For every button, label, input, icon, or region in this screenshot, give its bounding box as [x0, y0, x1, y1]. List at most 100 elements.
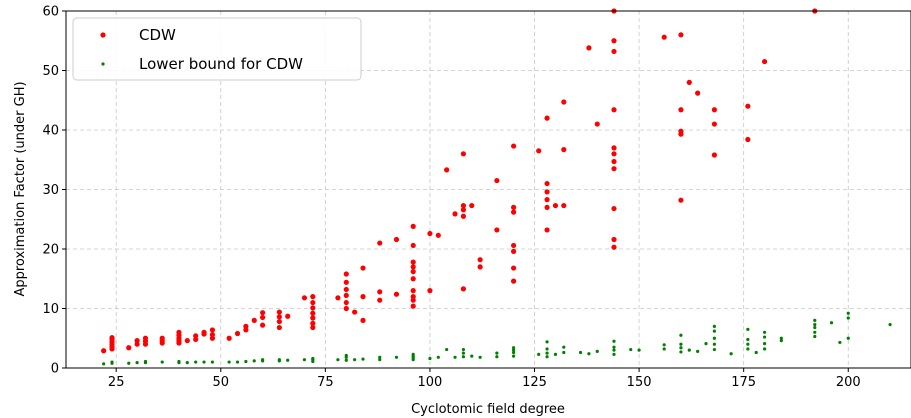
lower-bound-point	[687, 348, 691, 352]
cdw-point	[276, 309, 282, 315]
lower-bound-point	[160, 360, 164, 364]
cdw-point	[510, 242, 517, 249]
cdw-point	[435, 232, 441, 238]
cdw-point	[427, 230, 433, 237]
cdw-point	[611, 48, 617, 55]
lower-bound-point	[813, 330, 817, 334]
legend: CDW Lower bound for CDW	[72, 17, 362, 81]
lower-bound-point	[696, 349, 700, 353]
lower-bound-point	[612, 352, 616, 356]
lower-bound-point	[177, 359, 181, 364]
lower-bound-point	[712, 336, 716, 340]
cdw-point	[510, 209, 517, 215]
lower-bound-point	[813, 334, 817, 339]
lower-bound-point	[286, 358, 290, 362]
cdw-point	[611, 205, 617, 212]
lower-bound-point	[562, 345, 566, 349]
lower-bound-point	[612, 339, 616, 343]
cdw-point	[142, 335, 149, 341]
lower-bound-point	[679, 346, 683, 350]
cdw-point	[285, 313, 291, 319]
lower-bound-point	[762, 330, 767, 334]
cdw-point	[377, 297, 383, 303]
lower-bound-point	[244, 359, 248, 364]
cdw-point	[360, 294, 366, 300]
lower-bound-point	[746, 347, 750, 351]
lower-bound-point	[445, 347, 449, 352]
cdw-point	[552, 202, 559, 209]
cdw-point	[678, 197, 684, 203]
cdw-point	[101, 348, 107, 354]
cdw-point	[410, 223, 416, 229]
lower-bound-point	[344, 353, 348, 358]
lower-bound-point	[712, 329, 716, 333]
lower-bound-point	[470, 354, 474, 358]
lower-bound-point	[612, 348, 616, 352]
lower-bound-point	[478, 355, 482, 359]
cdw-point	[410, 288, 416, 294]
lower-bound-point	[888, 322, 892, 327]
lower-bound-point	[779, 336, 783, 340]
cdw-point	[611, 107, 617, 113]
cdw-point	[460, 202, 467, 209]
cdw-point	[561, 147, 567, 153]
cdw-point	[343, 292, 349, 299]
lower-bound-point	[846, 316, 850, 320]
lower-bound-point	[511, 348, 516, 352]
cdw-point	[335, 295, 341, 301]
lower-bound-point	[210, 360, 215, 364]
y-tick-label: 20	[42, 243, 59, 258]
lower-bound-point	[779, 339, 783, 343]
lower-bound-point	[762, 342, 767, 346]
cdw-point	[711, 121, 717, 127]
cdw-point	[661, 34, 667, 40]
cdw-point	[352, 309, 358, 315]
lower-bound-point	[194, 360, 198, 364]
cdw-point	[611, 151, 617, 157]
cdw-point	[377, 289, 383, 295]
cdw-point	[460, 286, 467, 292]
lower-bound-point	[102, 362, 106, 366]
cdw-point	[310, 315, 316, 321]
lower-bound-point	[762, 347, 767, 351]
cdw-point	[310, 320, 316, 326]
cdw-point	[159, 335, 165, 341]
lower-bound-point	[679, 333, 683, 337]
cdw-point	[310, 310, 316, 316]
cdw-point	[260, 314, 266, 321]
cdw-point	[310, 305, 316, 311]
cdw-point	[678, 32, 684, 38]
cdw-point	[410, 294, 416, 300]
legend-label-cdw: CDW	[139, 26, 176, 44]
x-tick-label: 75	[317, 375, 334, 390]
legend-marker-cdw	[100, 32, 106, 38]
cdw-point	[745, 103, 751, 109]
lower-bound-point	[110, 360, 114, 364]
cdw-point	[460, 207, 467, 213]
x-axis-label: Cyclotomic field degree	[411, 402, 565, 417]
lower-bound-point	[394, 355, 399, 359]
cdw-point	[260, 322, 266, 328]
lower-bound-point	[829, 321, 834, 325]
x-tick-label: 150	[627, 375, 652, 390]
lower-bound-point	[629, 347, 633, 352]
lower-bound-point	[662, 347, 666, 351]
lower-bound-point	[461, 347, 466, 352]
lower-bound-point	[436, 355, 440, 359]
x-tick-label: 125	[522, 375, 547, 390]
lower-bound-point	[595, 349, 599, 353]
cdw-point	[611, 38, 617, 44]
lower-bound-point	[545, 340, 549, 344]
y-tick-label: 40	[42, 124, 59, 139]
cdw-point	[695, 90, 701, 96]
lower-bound-point	[135, 361, 139, 365]
cdw-point	[343, 271, 349, 277]
cdw-point	[109, 335, 115, 341]
lower-bound-point	[202, 360, 206, 364]
lower-bound-point	[302, 358, 307, 362]
cdw-point	[276, 314, 282, 320]
lower-bound-point	[704, 342, 708, 346]
cdw-point	[611, 236, 617, 243]
lower-bound-point	[353, 358, 357, 362]
cdw-point	[310, 294, 316, 300]
